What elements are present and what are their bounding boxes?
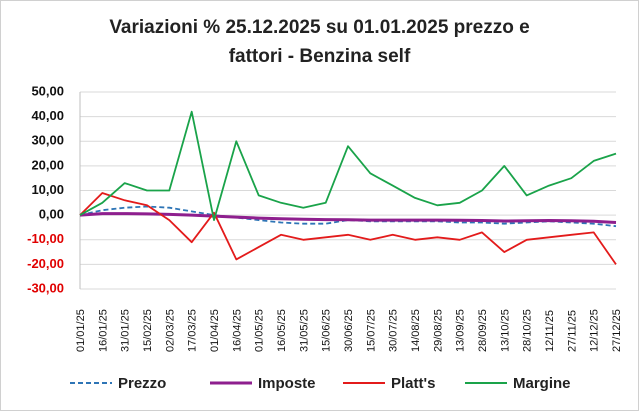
- y-tick-label: 10,00: [31, 182, 64, 197]
- y-tick-label: 20,00: [31, 157, 64, 172]
- legend: Prezzo Imposte Platt's Margine: [70, 375, 571, 392]
- x-tick-label: 14/08/25: [410, 309, 422, 352]
- y-axis: 50,00 40,00 30,00 20,00 10,00 0,00 -10,00 -20,0…: [27, 83, 81, 295]
- x-tick-label: 17/03/25: [187, 309, 199, 352]
- x-tick-label: 30/07/25: [388, 309, 400, 352]
- y-tick-label: 0,00: [39, 207, 64, 222]
- x-tick-label: 28/09/25: [477, 309, 489, 352]
- y-tick-label: -10,00: [27, 231, 64, 246]
- x-tick-label: 02/03/25: [164, 309, 176, 352]
- series-line-imposte: [79, 212, 617, 224]
- series-line-margine: [79, 110, 617, 222]
- x-tick-label: 16/05/25: [276, 309, 288, 352]
- x-tick-label: 01/05/25: [254, 309, 266, 352]
- y-tick-label: 40,00: [31, 108, 64, 123]
- x-tick-label: 01/04/25: [209, 309, 221, 352]
- y-tick-label: -30,00: [27, 280, 64, 295]
- x-tick-label: 15/06/25: [321, 309, 333, 352]
- legend-label: Imposte: [258, 375, 316, 392]
- chart-title-line-1: Variazioni % 25.12.2025 su 01.01.2025 pr…: [109, 17, 530, 38]
- x-tick-label: 15/02/25: [142, 309, 154, 352]
- x-axis: 01/01/25 16/01/25 31/01/25 15/02/25 02/03/25…: [75, 309, 623, 352]
- x-tick-label: 27/12/25: [611, 309, 623, 352]
- x-tick-label: 12/12/25: [589, 309, 601, 352]
- y-tick-label: 30,00: [31, 133, 64, 148]
- x-tick-label: 27/11/25: [566, 310, 578, 352]
- x-tick-label: 13/09/25: [455, 309, 467, 352]
- x-tick-label: 12/11/25: [544, 310, 556, 352]
- legend-label: Platt's: [391, 375, 435, 392]
- chart-title-line-2: fattori - Benzina self: [228, 46, 411, 67]
- series-lines: [79, 110, 617, 265]
- x-tick-label: 29/08/25: [432, 309, 444, 352]
- x-tick-label: 31/01/25: [120, 309, 132, 352]
- x-tick-label: 01/01/25: [75, 309, 87, 352]
- x-tick-label: 15/07/25: [365, 309, 377, 352]
- x-tick-label: 16/01/25: [97, 309, 109, 352]
- series-line-platts: [79, 192, 617, 265]
- y-tick-label: 50,00: [31, 83, 64, 98]
- x-tick-label: 16/04/25: [231, 309, 243, 352]
- legend-label: Margine: [513, 375, 571, 392]
- x-tick-label: 30/06/25: [343, 309, 355, 352]
- x-tick-label: 13/10/25: [499, 309, 511, 352]
- y-tick-label: -20,00: [27, 256, 64, 271]
- x-tick-label: 28/10/25: [522, 309, 534, 352]
- series-line-prezzo: [79, 205, 617, 228]
- legend-label: Prezzo: [118, 375, 166, 392]
- x-tick-label: 31/05/25: [298, 309, 310, 352]
